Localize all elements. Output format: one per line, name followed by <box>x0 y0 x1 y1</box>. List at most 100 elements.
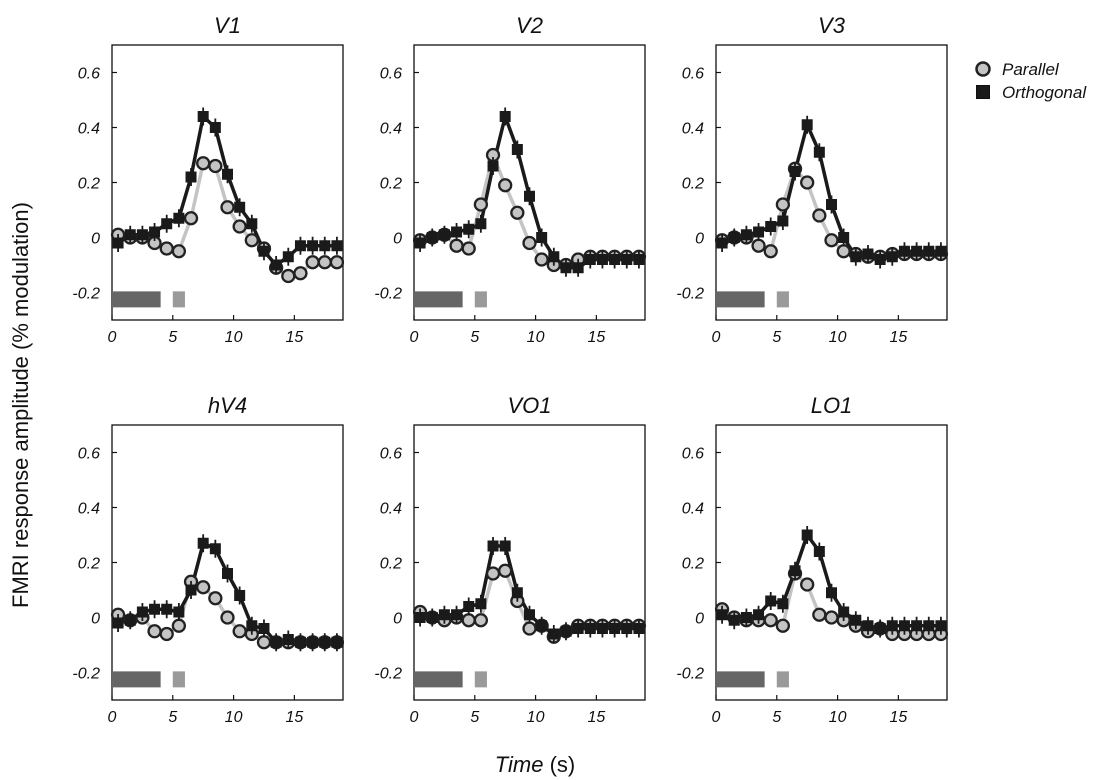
data-point-orthogonal <box>173 212 185 224</box>
panel-vo1: VO1 -0.2 0 0.2 0.4 0.6 0 5 10 15 <box>374 393 647 726</box>
data-point-orthogonal <box>222 168 233 180</box>
data-point-orthogonal <box>572 262 584 274</box>
x-tick-label: 10 <box>225 329 243 346</box>
x-tick-label: 10 <box>829 709 847 726</box>
data-point-parallel <box>449 238 464 253</box>
x-tick-label: 15 <box>889 329 907 346</box>
stimulus-bar <box>414 671 463 688</box>
data-point-parallel <box>763 244 778 259</box>
data-point-orthogonal <box>209 122 221 133</box>
data-point-orthogonal <box>898 245 910 257</box>
plot-frame-v2 <box>413 44 646 321</box>
x-tick-label: 15 <box>587 329 605 346</box>
data-point-orthogonal <box>886 620 898 632</box>
data-point-orthogonal <box>112 617 124 629</box>
x-tick-label: 0 <box>410 709 419 726</box>
panel-title-vo1: VO1 <box>507 393 551 418</box>
data-point-parallel <box>775 618 791 633</box>
legend-label-orthogonal: Orthogonal <box>1002 83 1087 102</box>
plot-frame-hv4 <box>111 424 344 701</box>
panel-hv4: hV4 -0.2 0 0.2 0.4 0.6 0 5 10 15 <box>72 393 345 726</box>
data-point-parallel <box>824 610 839 625</box>
data-point-parallel <box>305 255 320 270</box>
data-point-parallel <box>763 613 778 628</box>
x-tick-label: 10 <box>527 709 545 726</box>
data-point-orthogonal <box>621 254 633 265</box>
stimulus-bar <box>716 671 765 688</box>
data-point-orthogonal <box>813 146 825 158</box>
data-point-orthogonal <box>560 625 572 637</box>
data-point-parallel <box>159 241 174 256</box>
data-point-orthogonal <box>161 218 173 230</box>
data-point-parallel <box>244 233 259 248</box>
x-tick-label: 10 <box>527 329 545 346</box>
data-point-orthogonal <box>463 223 475 235</box>
data-point-orthogonal <box>319 240 331 252</box>
y-tick-label: -0.2 <box>72 286 100 303</box>
data-point-orthogonal <box>536 620 548 632</box>
stimulus-bar <box>112 671 161 688</box>
data-point-parallel <box>329 255 345 270</box>
x-tick-label: 0 <box>712 709 721 726</box>
x-axis-label-main: Time <box>495 752 544 777</box>
data-point-parallel <box>461 241 476 256</box>
data-point-parallel <box>800 577 815 592</box>
y-axis-label: FMRI response amplitude (% modulation) <box>8 202 33 608</box>
data-point-parallel <box>498 563 513 578</box>
panel-title-v3: V3 <box>818 13 846 38</box>
legend-marker-parallel <box>975 61 991 77</box>
data-point-parallel <box>232 624 247 639</box>
data-point-orthogonal <box>765 221 777 232</box>
data-point-parallel <box>510 205 525 220</box>
data-point-parallel <box>196 580 211 595</box>
stimulus-bar <box>716 291 765 308</box>
data-point-parallel <box>534 252 549 267</box>
data-point-orthogonal <box>560 262 572 274</box>
data-point-orthogonal <box>451 609 463 621</box>
x-tick-label: 10 <box>829 329 847 346</box>
data-point-parallel <box>293 266 308 281</box>
data-point-orthogonal <box>813 546 825 557</box>
panel-title-v1: V1 <box>214 13 241 38</box>
y-tick-label: 0.6 <box>682 66 704 83</box>
data-point-parallel <box>485 566 501 581</box>
data-point-parallel <box>208 158 223 174</box>
legend-marker-orthogonal <box>976 85 990 99</box>
panel-title-hv4: hV4 <box>208 393 247 418</box>
data-point-orthogonal <box>633 623 645 634</box>
x-tick-label: 5 <box>470 709 479 726</box>
y-tick-label: 0 <box>393 611 402 628</box>
y-tick-label: -0.2 <box>72 666 100 683</box>
data-point-orthogonal <box>728 232 740 243</box>
data-point-parallel <box>824 233 839 248</box>
panel-v1: V1 -0.2 0 0.2 0.4 0.6 0 5 10 15 <box>72 13 345 346</box>
data-point-orthogonal <box>874 254 886 265</box>
data-point-orthogonal <box>282 251 294 263</box>
data-point-orthogonal <box>258 245 270 257</box>
data-point-orthogonal <box>161 603 173 615</box>
data-point-orthogonal <box>426 232 438 243</box>
data-point-parallel <box>183 211 199 226</box>
legend: Parallel Orthogonal <box>975 60 1087 102</box>
panel-v3: V3 -0.2 0 0.2 0.4 0.6 0 5 10 15 <box>676 13 949 346</box>
data-point-orthogonal <box>716 237 728 249</box>
x-tick-label: 5 <box>772 329 781 346</box>
panel-v2: V2 -0.2 0 0.2 0.4 0.6 0 5 10 15 <box>374 13 647 346</box>
y-tick-label: 0.4 <box>380 121 402 138</box>
data-point-orthogonal <box>511 144 523 155</box>
x-tick-label: 5 <box>470 329 479 346</box>
x-tick-label: 15 <box>587 709 605 726</box>
data-point-orthogonal <box>173 606 185 618</box>
data-point-orthogonal <box>524 190 535 202</box>
data-point-orthogonal <box>124 614 136 626</box>
stimulus-bar <box>112 291 161 308</box>
data-point-orthogonal <box>584 254 596 265</box>
data-point-orthogonal <box>246 620 258 632</box>
data-point-orthogonal <box>487 540 499 552</box>
data-point-orthogonal <box>258 623 270 634</box>
data-point-parallel <box>800 175 815 190</box>
plot-frame-vo1 <box>413 424 646 701</box>
x-axis-label-unit: (s) <box>550 752 576 777</box>
data-point-orthogonal <box>438 229 450 241</box>
data-point-orthogonal <box>282 634 294 645</box>
